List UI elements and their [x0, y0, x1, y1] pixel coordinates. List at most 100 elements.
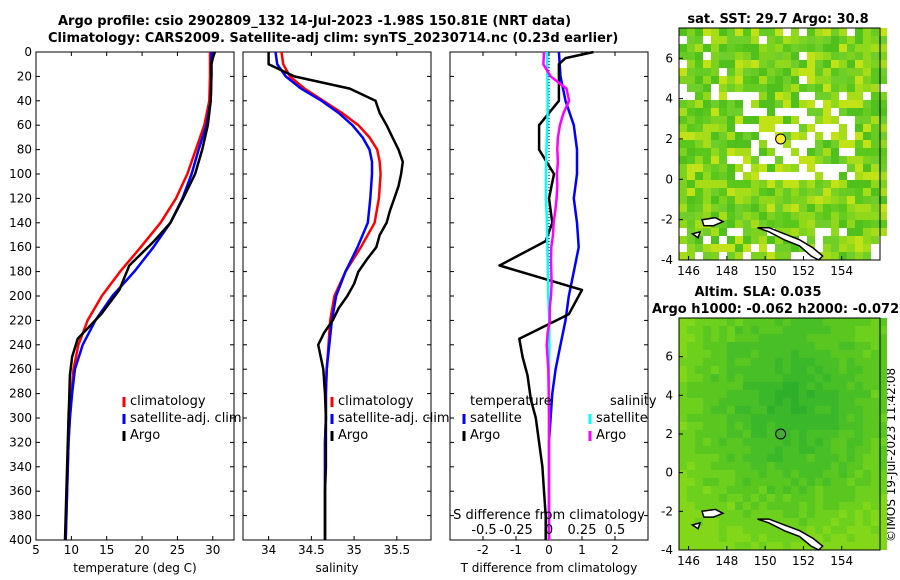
sst-map-cell	[879, 100, 887, 108]
sla-map-cell	[775, 462, 783, 470]
sla-map-cell	[759, 326, 767, 334]
sst-map-cell	[839, 76, 847, 84]
sst-map-cell	[719, 236, 727, 244]
sst-map-cell	[687, 68, 695, 76]
sst-map-cell	[783, 156, 791, 164]
sst-map-cell	[879, 60, 887, 68]
sst-map-cell	[871, 212, 879, 220]
sst-map-cell	[879, 196, 887, 204]
sla-map-cell	[871, 398, 879, 406]
sst-map-cell	[839, 60, 847, 68]
sst-map-cell	[863, 108, 871, 116]
sla-land-shape	[701, 508, 725, 518]
sla-map-cell	[807, 502, 815, 510]
sst-map-cell	[815, 92, 823, 100]
sla-map-cell	[767, 462, 775, 470]
sst-map-cell	[863, 172, 871, 180]
sla-map-cell	[879, 326, 887, 334]
sla-map-cell	[735, 430, 743, 438]
sla-map-cell	[839, 406, 847, 414]
sst-map-cell	[871, 164, 879, 172]
sla-map-xtick-label: 146	[677, 554, 700, 568]
sst-map-cell	[823, 164, 831, 172]
sla-map-cell	[695, 526, 703, 534]
sst-map-cell	[679, 60, 687, 68]
sst-map-cell	[871, 236, 879, 244]
sla-map-cell	[863, 318, 871, 326]
sst-map-cell	[695, 100, 703, 108]
depth-tick-label: 20	[17, 69, 32, 83]
sla-map-cell	[807, 334, 815, 342]
sla-map-cell	[847, 470, 855, 478]
sst-map-cell	[719, 92, 727, 100]
sla-map-cell	[799, 486, 807, 494]
sst-map-cell	[743, 124, 751, 132]
sst-map-cell	[719, 36, 727, 44]
sst-map-cell	[695, 68, 703, 76]
sla-map-cell	[839, 366, 847, 374]
sla-map-cell	[703, 494, 711, 502]
sst-map-cell	[719, 68, 727, 76]
sla-map-cell	[847, 518, 855, 526]
sst-map-cell	[791, 244, 799, 252]
sst-map-cell	[695, 188, 703, 196]
sla-map-cell	[751, 526, 759, 534]
sst-map-cell	[823, 76, 831, 84]
sst-map-cell	[799, 236, 807, 244]
sla-map-cell	[871, 422, 879, 430]
sst-map-frame	[678, 27, 881, 261]
sla-map-cell	[679, 462, 687, 470]
sla-map-cell	[855, 430, 863, 438]
sst-map-cell	[879, 92, 887, 100]
sst-map-cell	[767, 68, 775, 76]
sst-map-cell	[703, 60, 711, 68]
sla-map-cell	[879, 518, 887, 526]
sla-map-cell	[871, 366, 879, 374]
sla-map-cell	[783, 518, 791, 526]
sst-map-cell	[823, 220, 831, 228]
sst-map-cell	[791, 148, 799, 156]
sla-map-cell	[711, 358, 719, 366]
sst-map-cell	[807, 180, 815, 188]
sst-map-cell	[687, 124, 695, 132]
sst-map-cell	[791, 76, 799, 84]
sla-map-cell	[855, 350, 863, 358]
sla-map-cell	[823, 486, 831, 494]
sla-map-cell	[863, 358, 871, 366]
sst-map-cell	[759, 36, 767, 44]
sla-map-cell	[871, 358, 879, 366]
sla-map-cell	[695, 494, 703, 502]
sla-map-cell	[879, 446, 887, 454]
sla-map-cell	[767, 390, 775, 398]
sst-map-cell	[679, 204, 687, 212]
sst-map-cell	[767, 52, 775, 60]
sla-map-cell	[735, 542, 743, 550]
sla-map-cell	[823, 454, 831, 462]
sst-map-cell	[679, 148, 687, 156]
sla-map-cell	[703, 342, 711, 350]
sst-map-cell	[687, 140, 695, 148]
sst-map-cell	[767, 28, 775, 36]
sst-map-cell	[743, 84, 751, 92]
sla-map-cell	[823, 406, 831, 414]
sst-map-xtick-label: 148	[715, 264, 738, 278]
sst-map-cell	[695, 76, 703, 84]
sst-map-cell	[847, 108, 855, 116]
sla-map-cell	[679, 358, 687, 366]
sla-map-cell	[775, 526, 783, 534]
sla-map-cell	[727, 502, 735, 510]
sst-map-cell	[831, 68, 839, 76]
sst-map-cell	[743, 220, 751, 228]
sla-map-cell	[743, 414, 751, 422]
sla-map-cell	[687, 374, 695, 382]
sst-map-cell	[871, 204, 879, 212]
sst-map-cell	[799, 44, 807, 52]
sst-map-cell	[767, 220, 775, 228]
sla-map-cell	[687, 350, 695, 358]
sla-map-cell	[791, 382, 799, 390]
sst-map-cell	[759, 52, 767, 60]
sst-map-cell	[711, 252, 719, 260]
sla-map-cell	[863, 454, 871, 462]
sla-map-cell	[695, 334, 703, 342]
sal-xtick-label: 34	[261, 543, 276, 557]
